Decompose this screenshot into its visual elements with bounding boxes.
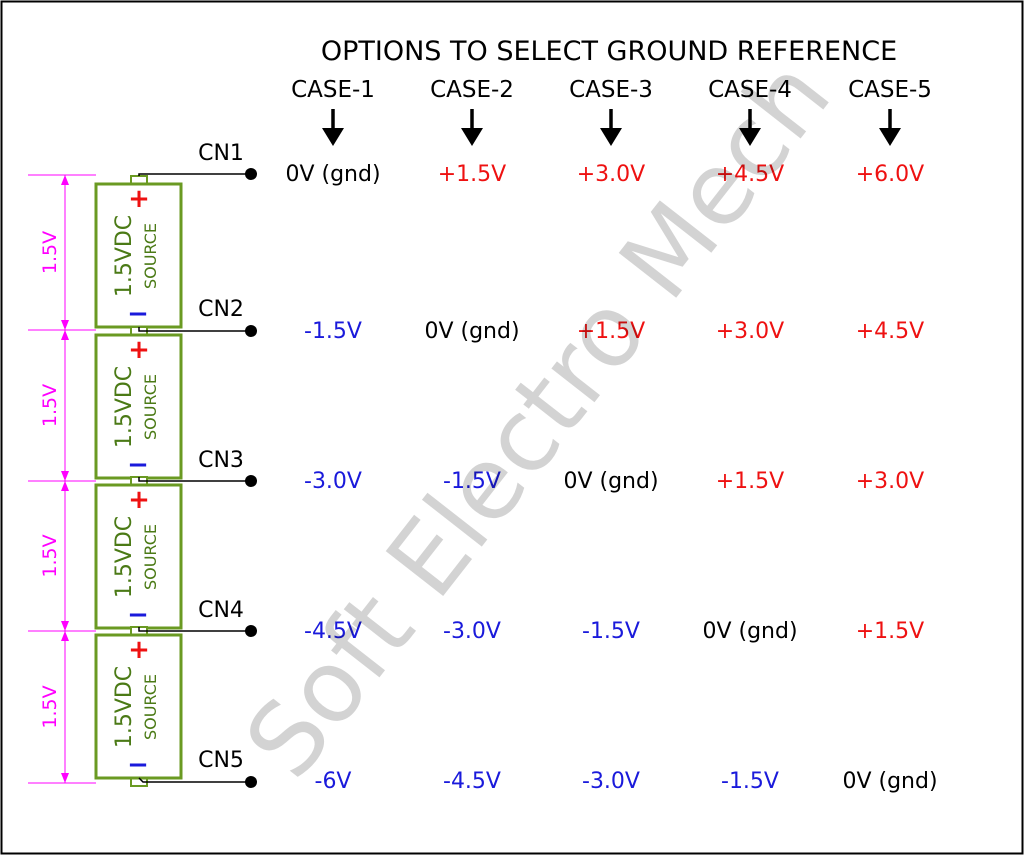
voltage-cell-r3-c1: -3.0V bbox=[304, 469, 362, 494]
connector-2: CN2 bbox=[138, 297, 257, 337]
battery-sources: 1.5VDC SOURCE+−1.5VDC SOURCE+−1.5VDC SOURCE… bbox=[94, 175, 183, 787]
voltage-cell-r2-c4: +3.0V bbox=[716, 319, 784, 344]
voltage-cell-r3-c5: +3.0V bbox=[856, 469, 924, 494]
connector-dot-icon bbox=[245, 168, 257, 180]
voltage-cell-r3-c4: +1.5V bbox=[716, 469, 784, 494]
voltage-cell-r4-c1: -4.5V bbox=[304, 619, 362, 644]
dimension-arrowhead-icon bbox=[61, 330, 69, 340]
voltage-cell-r1-c4: +4.5V bbox=[716, 162, 784, 187]
connector-dot-icon bbox=[245, 625, 257, 637]
minus-sign-icon: − bbox=[127, 600, 149, 630]
source-voltage-label: 1.5VDC bbox=[112, 366, 137, 448]
connector-1: CN1 bbox=[138, 141, 257, 180]
down-arrow-icon bbox=[322, 128, 344, 146]
connector-wire bbox=[138, 777, 250, 783]
source-type-label: SOURCE bbox=[141, 674, 160, 740]
plus-sign-icon: + bbox=[128, 184, 150, 214]
connector-dot-icon bbox=[245, 475, 257, 487]
voltage-cell-r1-c1: 0V (gnd) bbox=[285, 162, 380, 187]
voltage-cell-r2-c5: +4.5V bbox=[856, 319, 924, 344]
source-voltage-label: 1.5VDC bbox=[112, 516, 137, 598]
voltage-cell-r5-c1: -6V bbox=[315, 769, 352, 794]
source-voltage-label: 1.5VDC bbox=[112, 215, 137, 297]
diagram-title: OPTIONS TO SELECT GROUND REFERENCE bbox=[321, 36, 897, 67]
dimension-label: 1.5V bbox=[39, 685, 61, 728]
down-arrow-icon bbox=[739, 128, 761, 146]
connector-wires: CN1 CN2 CN3 CN4 CN5 bbox=[138, 141, 257, 788]
battery-body bbox=[94, 333, 183, 480]
dimension-arrowhead-icon bbox=[61, 481, 69, 491]
dimension-arrowhead-icon bbox=[61, 320, 69, 330]
battery-source-3: 1.5VDC SOURCE + − bbox=[94, 476, 183, 637]
voltage-cell-r2-c3: +1.5V bbox=[577, 319, 645, 344]
voltage-cell-r4-c5: +1.5V bbox=[856, 619, 924, 644]
connector-label: CN5 bbox=[198, 748, 244, 773]
minus-sign-icon: − bbox=[127, 299, 149, 329]
source-type-label: SOURCE bbox=[141, 374, 160, 440]
dimension-arrowhead-icon bbox=[61, 621, 69, 631]
connector-dot-icon bbox=[245, 325, 257, 337]
connector-4: CN4 bbox=[138, 598, 257, 637]
down-arrow-icon bbox=[879, 128, 901, 146]
dimension-arrowhead-icon bbox=[61, 175, 69, 185]
case-header-1: CASE-1 bbox=[291, 77, 375, 103]
voltage-cell-r5-c5: 0V (gnd) bbox=[842, 769, 937, 794]
battery-body bbox=[94, 633, 183, 780]
connector-3: CN3 bbox=[138, 448, 257, 487]
case-headers: CASE-1 CASE-2 CASE-3 CASE-4 CASE-5 bbox=[291, 77, 932, 146]
voltage-cell-r5-c4: -1.5V bbox=[721, 769, 779, 794]
voltage-cell-r2-c1: -1.5V bbox=[304, 319, 362, 344]
voltage-cell-r1-c3: +3.0V bbox=[577, 162, 645, 187]
battery-source-2: 1.5VDC SOURCE + − bbox=[94, 326, 183, 487]
connector-wire bbox=[138, 627, 250, 632]
connector-wire bbox=[138, 327, 250, 332]
connector-label: CN1 bbox=[198, 141, 244, 166]
voltage-cell-r5-c2: -4.5V bbox=[443, 769, 501, 794]
dimension-arrowhead-icon bbox=[61, 773, 69, 783]
case-header-4: CASE-4 bbox=[708, 77, 792, 103]
dimension-arrowhead-icon bbox=[61, 471, 69, 481]
dimension-label: 1.5V bbox=[39, 231, 61, 274]
dimension-label: 1.5V bbox=[39, 534, 61, 577]
connector-label: CN3 bbox=[198, 448, 244, 473]
plus-sign-icon: + bbox=[128, 485, 150, 515]
voltage-cell-r2-c2: 0V (gnd) bbox=[424, 319, 519, 344]
case-header-2: CASE-2 bbox=[430, 77, 514, 103]
connector-dot-icon bbox=[245, 776, 257, 788]
case-header-5: CASE-5 bbox=[848, 77, 932, 103]
connector-label: CN2 bbox=[198, 297, 244, 322]
down-arrow-icon bbox=[600, 128, 622, 146]
down-arrow-icon bbox=[461, 128, 483, 146]
voltage-cell-r4-c2: -3.0V bbox=[443, 619, 501, 644]
case-header-3: CASE-3 bbox=[569, 77, 653, 103]
minus-sign-icon: − bbox=[127, 450, 149, 480]
dimension-label: 1.5V bbox=[39, 384, 61, 427]
plus-sign-icon: + bbox=[128, 335, 150, 365]
battery-source-1: 1.5VDC SOURCE + − bbox=[94, 175, 183, 336]
source-type-label: SOURCE bbox=[141, 223, 160, 289]
dimension-arrowhead-icon bbox=[61, 631, 69, 641]
connector-wire bbox=[138, 477, 250, 482]
plus-sign-icon: + bbox=[128, 635, 150, 665]
voltage-cell-r4-c4: 0V (gnd) bbox=[702, 619, 797, 644]
voltage-cell-r5-c3: -3.0V bbox=[582, 769, 640, 794]
voltage-cell-r1-c2: +1.5V bbox=[438, 162, 506, 187]
connector-wire bbox=[138, 173, 250, 176]
voltage-cell-r3-c3: 0V (gnd) bbox=[563, 469, 658, 494]
voltage-cell-r3-c2: -1.5V bbox=[443, 469, 501, 494]
voltage-table: 0V (gnd) +1.5V +3.0V +4.5V +6.0V -1.5V 0V (gnd… bbox=[285, 162, 937, 794]
connector-label: CN4 bbox=[198, 598, 244, 623]
connector-5: CN5 bbox=[138, 748, 257, 788]
voltage-cell-r1-c5: +6.0V bbox=[856, 162, 924, 187]
minus-sign-icon: − bbox=[127, 750, 149, 780]
battery-source-4: 1.5VDC SOURCE + − bbox=[94, 626, 183, 787]
source-voltage-label: 1.5VDC bbox=[112, 666, 137, 748]
source-type-label: SOURCE bbox=[141, 524, 160, 590]
voltage-cell-r4-c3: -1.5V bbox=[582, 619, 640, 644]
dimension-lines: 1.5V 1.5V 1.5V 1.5V bbox=[28, 174, 96, 784]
